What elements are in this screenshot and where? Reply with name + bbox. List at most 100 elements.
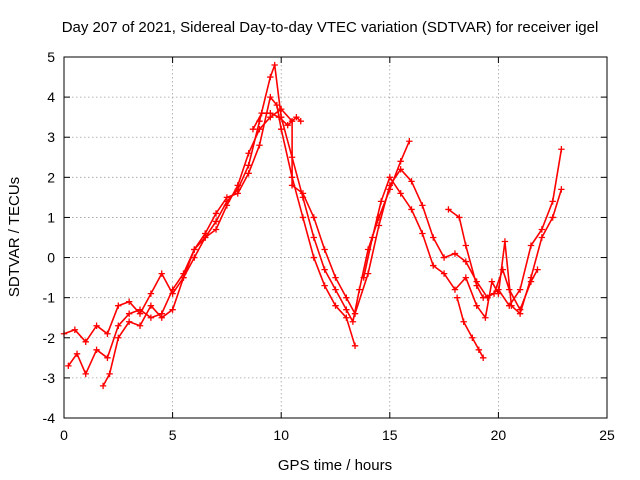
- data-point: [136, 322, 144, 329]
- data-point: [147, 302, 155, 309]
- data-point: [501, 238, 509, 245]
- x-tick-label: 10: [273, 427, 289, 443]
- y-tick-label: -1: [43, 290, 56, 306]
- y-tick-label: 0: [47, 250, 55, 266]
- data-point: [508, 302, 515, 309]
- series-line: [362, 176, 563, 319]
- data-point: [191, 246, 198, 253]
- data-point: [288, 182, 296, 189]
- data-point: [278, 126, 285, 133]
- data-point: [93, 346, 100, 354]
- data-point: [453, 294, 461, 301]
- data-point: [125, 298, 133, 305]
- data-point: [397, 190, 404, 197]
- data-point: [125, 310, 133, 317]
- data-point: [278, 105, 285, 113]
- data-point: [430, 234, 437, 241]
- data-point: [158, 314, 165, 321]
- data-point: [115, 322, 122, 329]
- data-point: [158, 270, 165, 277]
- data-point: [462, 258, 470, 265]
- data-point: [549, 214, 556, 221]
- y-tick-label: 3: [47, 129, 55, 145]
- data-point: [549, 198, 556, 205]
- data-point: [73, 350, 81, 358]
- series-line: [63, 64, 411, 343]
- data-point: [273, 101, 281, 109]
- data-point: [462, 274, 470, 281]
- series-track-4: [360, 174, 565, 321]
- data-point: [310, 214, 317, 221]
- data-point: [397, 158, 404, 165]
- data-point: [462, 242, 470, 249]
- data-point: [256, 126, 263, 133]
- data-point: [527, 242, 535, 249]
- series-line: [67, 96, 356, 375]
- data-point: [245, 162, 252, 169]
- data-point: [256, 142, 263, 149]
- data-point: [516, 286, 524, 293]
- x-tick-label: 15: [382, 427, 398, 443]
- data-point: [406, 138, 413, 145]
- data-point: [479, 354, 487, 362]
- data-point: [360, 274, 367, 281]
- chart-title: Day 207 of 2021, Sidereal Day-to-day VTE…: [62, 19, 599, 36]
- data-point: [473, 302, 480, 309]
- data-point: [115, 334, 122, 341]
- data-point: [82, 338, 89, 345]
- data-point: [212, 210, 220, 217]
- data-point: [136, 306, 144, 313]
- y-tick-label: -3: [43, 370, 56, 386]
- x-tick-label: 25: [599, 427, 615, 443]
- data-point: [558, 146, 565, 153]
- x-tick-label: 5: [169, 427, 177, 443]
- data-point: [258, 109, 265, 117]
- data-point: [332, 302, 339, 309]
- data-point: [506, 286, 513, 293]
- data-point: [223, 202, 231, 209]
- data-point: [419, 202, 426, 209]
- series-track-6: [453, 294, 487, 362]
- data-point: [321, 266, 328, 273]
- data-point: [249, 126, 257, 133]
- data-point: [375, 222, 383, 229]
- data-point: [82, 370, 89, 378]
- data-point: [332, 274, 339, 281]
- data-point: [267, 93, 274, 101]
- data-point: [490, 290, 498, 297]
- data-point: [115, 302, 122, 309]
- series-track-5: [445, 206, 541, 313]
- data-point: [99, 382, 107, 390]
- data-point: [147, 290, 155, 297]
- data-point: [169, 286, 176, 293]
- tick-layer: 0 5 10 15 20 25 -4 -3 -2 -1 0 1 2 3 4 5: [43, 49, 615, 443]
- y-tick-label: -2: [43, 330, 56, 346]
- data-point: [343, 294, 350, 301]
- data-point: [299, 190, 307, 197]
- data-point: [473, 282, 480, 289]
- data-point: [408, 206, 415, 213]
- y-tick-label: 2: [47, 169, 55, 185]
- data-point: [451, 286, 459, 293]
- y-tick-label: 4: [47, 89, 55, 105]
- data-point: [93, 322, 100, 329]
- grid-layer: [64, 57, 607, 418]
- data-point: [499, 266, 506, 273]
- data-point: [460, 318, 467, 325]
- data-point: [343, 314, 350, 321]
- y-tick-label: -4: [43, 410, 56, 426]
- data-point: [482, 314, 489, 321]
- data-point: [440, 270, 448, 277]
- data-point: [297, 117, 304, 125]
- x-axis-label: GPS time / hours: [278, 457, 392, 474]
- data-point: [408, 178, 415, 185]
- data-point: [245, 150, 252, 157]
- data-point: [558, 186, 565, 193]
- data-point: [440, 254, 448, 261]
- x-tick-label: 0: [60, 427, 68, 443]
- data-point: [364, 270, 372, 277]
- series-line: [102, 108, 563, 387]
- data-point: [349, 318, 357, 325]
- data-point: [234, 182, 241, 189]
